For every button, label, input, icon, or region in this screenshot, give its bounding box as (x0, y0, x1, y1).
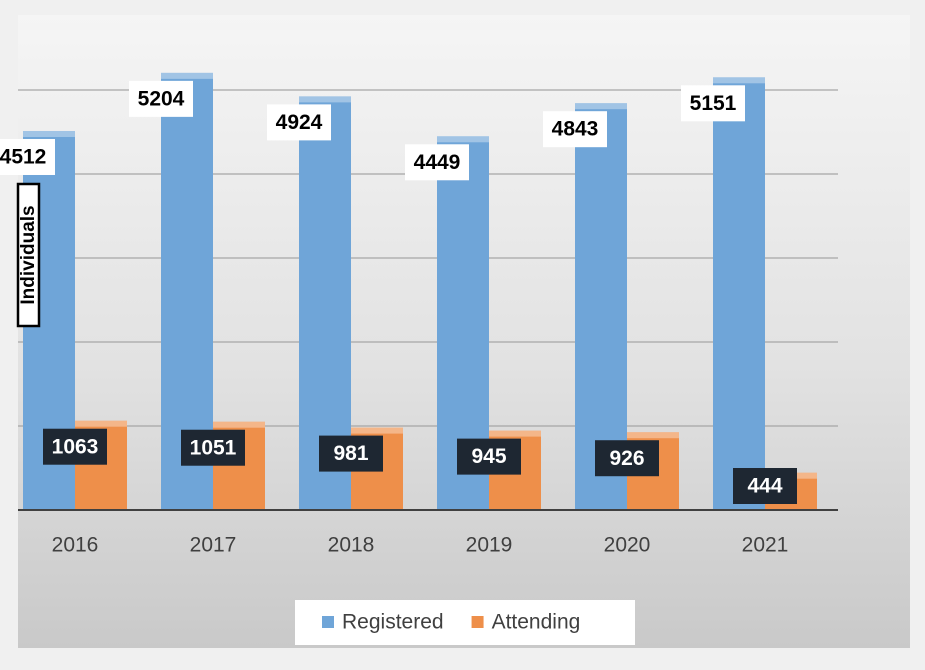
data-label-box (0, 138, 55, 175)
bar-cap (161, 72, 213, 79)
y-axis-label-frame (16, 182, 41, 328)
data-label: 4449 (405, 144, 469, 181)
data-label: 4512 (0, 138, 55, 175)
bar (713, 77, 765, 510)
y-axis-label-box: Individuals (16, 182, 41, 328)
data-label-box (319, 435, 383, 472)
data-label: 945 (457, 438, 521, 475)
data-label-box (129, 80, 193, 117)
legend-box (295, 600, 635, 645)
data-label-text: 981 (333, 442, 368, 465)
data-label: 4843 (543, 111, 607, 148)
x-tick-label: 2016 (52, 534, 99, 557)
y-axis-label: Individuals (18, 205, 39, 304)
data-label-box (733, 468, 797, 504)
data-label: 4924 (267, 104, 331, 141)
bar-cap (627, 432, 679, 439)
bar-cap (213, 421, 265, 428)
bar-cap (489, 430, 541, 437)
data-label-box (43, 428, 107, 465)
legend-swatch (322, 616, 334, 628)
bar-cap (23, 130, 75, 137)
bar-cap (299, 96, 351, 103)
bar-cap (351, 427, 403, 434)
bar-cap (437, 136, 489, 143)
data-label-box (405, 144, 469, 181)
data-label-box (457, 438, 521, 475)
data-label-text: 1051 (190, 436, 237, 459)
data-label: 444 (733, 468, 797, 504)
data-label-text: 945 (471, 445, 506, 468)
bar-cap (713, 77, 765, 84)
x-tick-label: 2018 (328, 534, 375, 557)
data-label: 1051 (181, 429, 245, 466)
x-tick-label: 2019 (466, 534, 513, 557)
data-label: 1063 (43, 428, 107, 465)
x-tick-label: 2020 (604, 534, 651, 557)
legend-swatch (471, 616, 484, 628)
legend-label: Attending (492, 611, 581, 634)
data-label-box (681, 85, 745, 122)
data-label: 5204 (129, 80, 193, 117)
data-label-box (543, 111, 607, 148)
data-label-text: 4924 (276, 111, 323, 134)
data-label-text: 444 (747, 475, 782, 498)
data-label-text: 5204 (138, 87, 185, 110)
data-label-text: 1063 (52, 435, 99, 458)
data-label-text: 926 (609, 447, 644, 470)
data-label-box (181, 429, 245, 466)
data-label-text: 4512 (0, 146, 46, 169)
data-label: 5151 (681, 85, 745, 122)
bar-cap (75, 420, 127, 427)
data-label-text: 4449 (414, 151, 461, 174)
data-label-box (595, 440, 659, 477)
x-tick-label: 2017 (190, 534, 237, 557)
data-label: 981 (319, 435, 383, 472)
bar-cap (575, 103, 627, 110)
legend-label: Registered (342, 611, 444, 634)
data-label-text: 4843 (552, 118, 599, 141)
x-tick-label: 2021 (742, 534, 789, 557)
data-label-box (267, 104, 331, 141)
data-label-text: 5151 (690, 92, 737, 115)
data-label: 926 (595, 440, 659, 477)
